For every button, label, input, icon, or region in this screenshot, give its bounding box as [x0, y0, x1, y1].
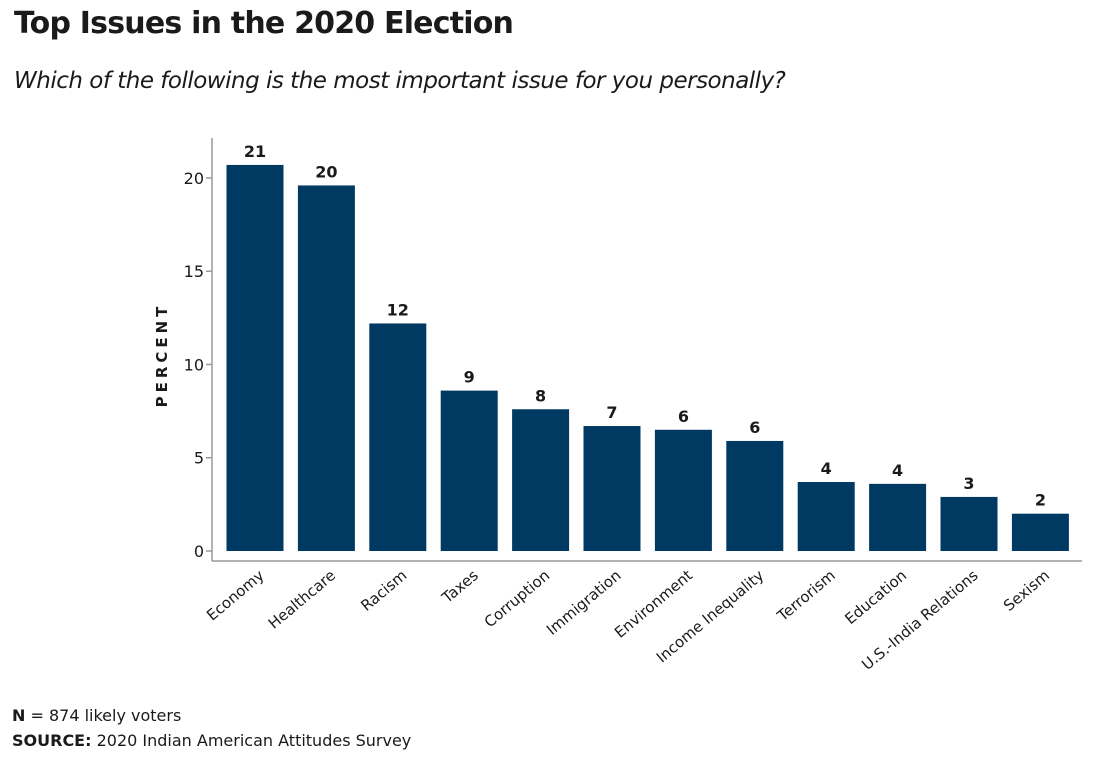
x-tick-label: Healthcare — [265, 566, 339, 632]
bar — [583, 426, 641, 551]
chart-subtitle: Which of the following is the most impor… — [14, 68, 786, 94]
x-tick-label: Racism — [357, 566, 410, 615]
bar — [512, 409, 570, 551]
bar-value-label: 3 — [963, 474, 974, 493]
y-tick-label: 20 — [184, 169, 204, 188]
bar-value-label: 4 — [821, 459, 832, 478]
y-axis-title: PERCENT — [153, 303, 171, 408]
bar-value-label: 7 — [606, 403, 617, 422]
bar — [869, 483, 927, 551]
bar — [226, 164, 284, 551]
bar-value-label: 12 — [387, 300, 409, 319]
y-tick-label: 15 — [184, 262, 204, 281]
x-tick-label: Sexism — [1000, 566, 1053, 614]
sample-size-text: = 874 likely voters — [25, 706, 182, 725]
bar-value-label: 6 — [678, 407, 689, 426]
x-tick-label: Taxes — [438, 566, 482, 607]
bar-chart: 0 5 10 15 20 PERCENT 21 Economy 20 Healthcare 12 Ra… — [153, 138, 1082, 674]
x-tick-label: Education — [841, 566, 910, 628]
y-tick-label: 5 — [194, 449, 204, 468]
bar-value-label: 21 — [244, 142, 266, 161]
bar-value-label: 4 — [892, 461, 903, 480]
bar-value-label: 20 — [315, 162, 337, 181]
bar — [369, 323, 427, 551]
bar-value-label: 8 — [535, 386, 546, 405]
sample-size-label: N — [12, 706, 26, 725]
x-tick-label: U.S.-India Relations — [858, 566, 981, 674]
bar — [297, 185, 355, 552]
source-label: SOURCE: — [12, 731, 92, 750]
bar-value-label: 9 — [464, 368, 475, 387]
bar-value-label: 2 — [1035, 491, 1046, 510]
source-text: 2020 Indian American Attitudes Survey — [91, 731, 412, 750]
bar — [654, 429, 712, 551]
x-tick-label: Corruption — [481, 566, 553, 631]
source-note: SOURCE: 2020 Indian American Attitudes S… — [12, 731, 411, 750]
y-tick-label: 0 — [194, 542, 204, 561]
y-tick-label: 10 — [184, 355, 204, 374]
x-tick-label: Terrorism — [773, 566, 839, 625]
bar — [797, 481, 855, 551]
x-tick-label: Economy — [203, 566, 268, 624]
bar-value-label: 6 — [749, 418, 760, 437]
bar — [440, 390, 498, 551]
chart-title: Top Issues in the 2020 Election — [14, 6, 514, 41]
bar — [1011, 513, 1069, 551]
bar — [726, 440, 784, 551]
bar — [940, 496, 998, 551]
sample-size-note: N = 874 likely voters — [12, 706, 181, 725]
